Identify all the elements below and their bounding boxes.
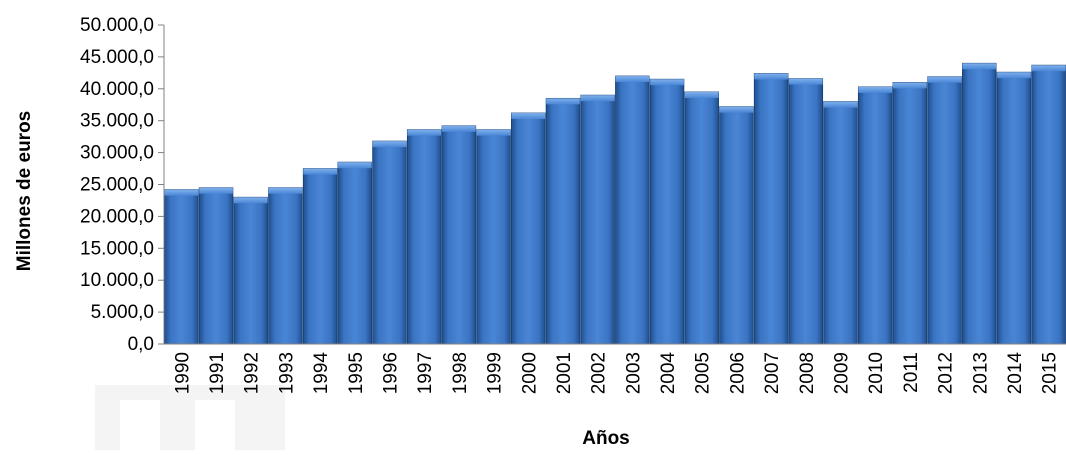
y-tick-label: 40.000,0 <box>80 79 154 100</box>
bar-2015 <box>1031 64 1066 345</box>
bar-2011 <box>892 82 928 345</box>
x-tick-labels: 1990 1991 1992 1993 1994 1995 1996 1997 1998 1999… <box>172 352 1060 395</box>
bars-layer <box>164 62 1066 345</box>
y-tick-label: 5.000,0 <box>91 302 154 323</box>
bar-2003 <box>615 75 650 345</box>
x-tick-label: 2014 <box>1005 352 1026 395</box>
bar-1992 <box>233 196 268 345</box>
y-tick-label: 45.000,0 <box>80 47 154 68</box>
y-tick-label: 50.000,0 <box>80 15 154 36</box>
bar-2005 <box>684 91 719 345</box>
x-tick-label: 1990 <box>172 352 193 394</box>
x-tick-label: 2008 <box>797 352 818 394</box>
x-tick-label: 1992 <box>242 352 263 394</box>
bar-1996 <box>372 140 407 345</box>
y-tick-label: 0,0 <box>128 334 154 355</box>
x-tick-label: 1995 <box>346 352 367 394</box>
y-tick-label: 35.000,0 <box>80 111 154 132</box>
bar-1994 <box>302 168 338 345</box>
bar-2012 <box>927 76 962 345</box>
y-tick-label: 20.000,0 <box>80 206 154 227</box>
bar-1993 <box>268 187 303 345</box>
bar-2013 <box>962 62 997 345</box>
bar-2004 <box>649 78 685 345</box>
bar-1995 <box>337 161 373 345</box>
x-tick-label: 2015 <box>1040 352 1061 394</box>
bar-2009 <box>823 101 858 345</box>
bar-1990 <box>164 189 199 345</box>
x-tick-label: 2011 <box>901 352 922 393</box>
x-tick-label: 2000 <box>519 352 540 394</box>
x-tick-label: 1996 <box>381 352 402 394</box>
x-tick-label: 2009 <box>832 352 853 394</box>
x-tick-label: 2004 <box>658 352 679 395</box>
x-tick-label: 1997 <box>415 352 436 394</box>
x-tick-label: 1994 <box>311 352 332 395</box>
y-tick-label: 25.000,0 <box>80 175 154 196</box>
bar-2010 <box>857 86 893 345</box>
x-tick-label: 1999 <box>485 352 506 394</box>
bar-2001 <box>545 97 581 345</box>
bar-1997 <box>406 129 442 345</box>
y-tick-label: 30.000,0 <box>80 143 154 164</box>
x-tick-label: 2001 <box>554 352 575 394</box>
bar-2007 <box>753 73 789 345</box>
y-tick-label: 15.000,0 <box>80 238 154 259</box>
bar-1991 <box>198 187 234 345</box>
y-axis-title: Millones de euros <box>14 111 35 271</box>
x-tick-label: 2007 <box>762 352 783 394</box>
x-tick-label: 1998 <box>450 352 471 394</box>
bar-2008 <box>788 78 824 345</box>
x-axis-title: Años <box>582 428 630 449</box>
x-tick-label: 2005 <box>693 352 714 394</box>
x-tick-label: 1993 <box>276 352 297 394</box>
y-tick-label: 10.000,0 <box>80 270 154 291</box>
bar-2002 <box>580 94 615 345</box>
x-tick-label: 2003 <box>623 352 644 394</box>
x-tick-label: 2013 <box>970 352 991 394</box>
bar-1998 <box>441 125 477 345</box>
x-tick-label: 2010 <box>866 352 887 394</box>
y-tick-labels: 0,0 5.000,0 10.000,0 15.000,0 20.000,0 25.000… <box>80 15 164 355</box>
bar-2006 <box>719 106 754 345</box>
bar-2000 <box>511 112 546 345</box>
x-tick-label: 2002 <box>589 352 610 394</box>
bar-2014 <box>996 71 1032 345</box>
x-tick-label: 1991 <box>207 352 228 394</box>
x-tick-label: 2006 <box>727 352 748 394</box>
bar-1999 <box>476 129 511 345</box>
x-tick-label: 2012 <box>936 352 957 394</box>
watermark <box>95 385 285 450</box>
